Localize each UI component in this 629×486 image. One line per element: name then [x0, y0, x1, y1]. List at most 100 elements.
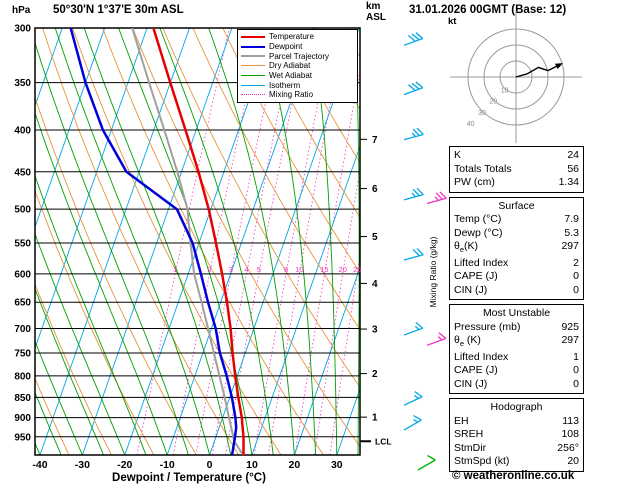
lcl-label: LCL — [375, 436, 392, 446]
legend-item: Dry Adiabat — [238, 61, 357, 71]
index-label: Pressure (mb) — [454, 320, 521, 333]
chart-legend: Temperature Dewpoint Parcel Trajectory Dry … — [237, 29, 358, 103]
svg-text:1: 1 — [372, 413, 378, 424]
index-value: 1.34 — [558, 176, 579, 188]
svg-text:15: 15 — [320, 265, 328, 274]
index-value: 2 — [573, 256, 579, 269]
svg-text:0: 0 — [207, 459, 213, 471]
legend-line-sample — [241, 55, 265, 58]
hodograph-unit-label: kt — [448, 16, 457, 27]
svg-text:2: 2 — [208, 265, 212, 274]
svg-text:40: 40 — [467, 121, 475, 128]
km-asl-ticks: 1 2 3 4 5 6 7 — [360, 135, 378, 424]
svg-text:7: 7 — [372, 135, 378, 146]
svg-text:350: 350 — [14, 78, 31, 89]
index-row: CAPE (J) 0 — [454, 270, 579, 284]
most-unstable-indices: Most Unstable Pressure (mb) 925 θe (K) 297 Li… — [449, 304, 584, 395]
svg-text:5: 5 — [257, 265, 261, 274]
pressure-unit-label: hPa — [12, 5, 31, 16]
index-label: EH — [454, 414, 469, 427]
dry-adiabats — [35, 28, 360, 455]
section-title: Surface — [498, 199, 535, 212]
index-label: θe (K) — [454, 334, 481, 349]
mixing-ratio-labels: 1 2 3 4 5 8 10 15 20 25 — [173, 265, 361, 274]
datetime-title: 31.01.2026 00GMT (Base: 12) — [409, 4, 567, 16]
svg-text:6: 6 — [372, 184, 378, 195]
wind-barb — [403, 127, 424, 141]
legend-label: Dry Adiabat — [269, 61, 311, 71]
altitude-unit-label: km ASL — [366, 1, 386, 23]
legend-item: Isotherm — [238, 80, 357, 90]
svg-text:20: 20 — [339, 265, 347, 274]
svg-text:800: 800 — [14, 371, 31, 382]
legend-line-sample — [241, 35, 265, 38]
wind-barb — [426, 332, 447, 346]
index-row: Pressure (mb) 925 — [454, 321, 579, 335]
index-row: θe (K) 297 — [454, 334, 579, 351]
wind-barb — [403, 187, 424, 201]
legend-item: Dewpoint — [238, 42, 357, 52]
wind-barb — [426, 191, 447, 205]
index-row: Lifted Index 1 — [454, 351, 579, 365]
chart-frame — [34, 27, 361, 456]
svg-text:20: 20 — [489, 99, 497, 106]
svg-text:600: 600 — [14, 269, 31, 280]
index-row: StmDir 256° — [454, 442, 579, 456]
legend-item: Parcel Trajectory — [238, 51, 357, 61]
svg-text:20: 20 — [289, 459, 301, 471]
svg-text:25: 25 — [353, 265, 361, 274]
svg-text:10: 10 — [246, 459, 258, 471]
svg-text:500: 500 — [14, 205, 31, 216]
index-row: Lifted Index 2 — [454, 257, 579, 271]
altitude-unit-km: km — [366, 1, 381, 12]
indices-panel: K 24 Totals Totals 56 PW (cm) 1.34 Surface Temp… — [449, 146, 584, 476]
mixing-ratio-axis-title: Mixing Ratio (g/kg) — [428, 236, 438, 307]
index-value: 297 — [561, 334, 579, 347]
index-value: 113 — [562, 414, 579, 427]
svg-text:10: 10 — [501, 87, 509, 94]
legend-line-sample — [241, 45, 265, 48]
index-value: 0 — [573, 364, 579, 377]
x-axis-title: Dewpoint / Temperature (°C) — [112, 472, 266, 484]
altitude-unit-asl: ASL — [366, 11, 386, 23]
svg-text:-10: -10 — [160, 459, 175, 471]
svg-text:700: 700 — [14, 324, 31, 335]
index-label: CAPE (J) — [454, 364, 498, 377]
stability-indices: K 24 Totals Totals 56 PW (cm) 1.34 — [449, 146, 584, 193]
index-row: Totals Totals 56 — [454, 163, 579, 177]
index-row: CIN (J) 0 — [454, 378, 579, 392]
legend-label: Temperature — [269, 32, 314, 42]
svg-text:4: 4 — [244, 265, 248, 274]
index-value: 20 — [567, 455, 579, 468]
hodograph-arrow — [554, 63, 563, 70]
index-label: K — [454, 149, 462, 161]
index-row: CIN (J) 0 — [454, 284, 579, 298]
hodograph-ring — [483, 44, 549, 110]
index-label: θe(K) — [454, 240, 479, 255]
index-value: 1 — [573, 350, 579, 363]
svg-text:950: 950 — [14, 432, 31, 443]
wind-barb — [403, 414, 422, 431]
index-label: CIN (J) — [454, 377, 488, 390]
surface-indices: Surface Temp (°C) 7.9 Dewp (°C) 5.3 θe(K) 297 L… — [449, 196, 584, 301]
legend-item: Temperature — [238, 32, 357, 42]
hodograph-ring — [499, 60, 533, 94]
index-label: Temp (°C) — [454, 213, 502, 225]
svg-text:1: 1 — [173, 265, 177, 274]
index-label: Totals Totals — [454, 162, 512, 175]
index-label: Lifted Index — [454, 350, 509, 363]
skewt-chart: 3003504004505005506006507007508008509009… — [14, 24, 447, 484]
hodograph-trace — [515, 65, 558, 78]
index-label: StmDir — [454, 441, 487, 454]
legend-line-sample — [241, 94, 265, 96]
legend-item: Mixing Ratio — [238, 90, 357, 100]
svg-text:850: 850 — [14, 393, 31, 404]
svg-text:650: 650 — [14, 298, 31, 309]
chart-background-lines — [35, 28, 360, 455]
parcel-trajectory-curve — [131, 28, 244, 455]
index-row: CAPE (J) 0 — [454, 364, 579, 378]
svg-text:-40: -40 — [32, 459, 47, 471]
